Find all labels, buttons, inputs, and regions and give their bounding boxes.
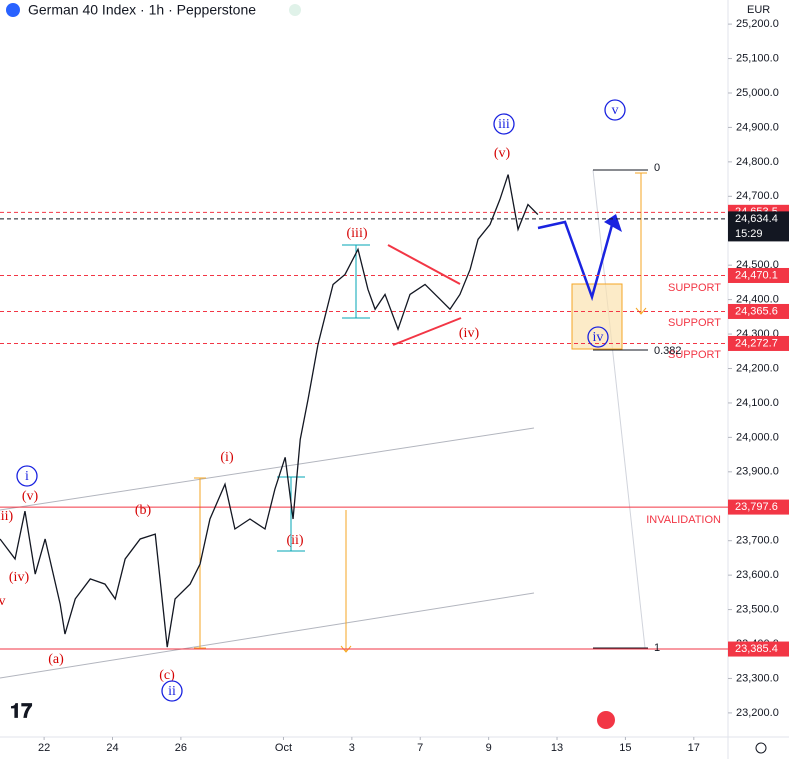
annotation: 1 bbox=[654, 642, 660, 654]
level-label: 24,272.7 bbox=[735, 337, 778, 349]
wave-circle bbox=[16, 465, 38, 487]
wave-label: (ii) bbox=[286, 533, 303, 548]
wave-label: (v) bbox=[22, 489, 39, 504]
y-tick-label: 24,000.0 bbox=[736, 431, 779, 443]
y-tick-label: 24,900.0 bbox=[736, 121, 779, 133]
y-tick-label: 23,300.0 bbox=[736, 672, 779, 684]
status-icon bbox=[289, 4, 301, 16]
wave-label: iii) bbox=[0, 509, 13, 524]
x-tick-label: 22 bbox=[38, 742, 50, 754]
x-tick-label: 9 bbox=[486, 742, 492, 754]
level-label: 24,634.4 bbox=[735, 213, 778, 225]
y-tick-label: 23,200.0 bbox=[736, 707, 779, 719]
triangle-line bbox=[392, 317, 462, 346]
x-tick-label: 13 bbox=[551, 742, 563, 754]
y-tick-label: 24,400.0 bbox=[736, 294, 779, 306]
y-tick-label: 25,000.0 bbox=[736, 87, 779, 99]
wave-label: (i) bbox=[220, 450, 234, 465]
event-icon[interactable] bbox=[597, 711, 615, 729]
y-tick-label: 23,900.0 bbox=[736, 466, 779, 478]
wave-label: iv bbox=[593, 330, 604, 345]
level-label: 23,385.4 bbox=[735, 643, 778, 655]
wave-label: (iii) bbox=[347, 226, 368, 241]
annotation: 0 bbox=[654, 162, 660, 174]
x-tick-label: Oct bbox=[275, 742, 292, 754]
level-badge bbox=[728, 267, 789, 283]
annotation: SUPPORT bbox=[668, 349, 721, 361]
x-tick-label: 7 bbox=[417, 742, 423, 754]
cyan-measures bbox=[277, 244, 370, 552]
level-time-label: 15:29 bbox=[735, 228, 763, 240]
wave-label: v bbox=[0, 594, 6, 609]
wave-circle bbox=[604, 99, 626, 121]
settings-icon[interactable] bbox=[755, 742, 767, 754]
wave-label: ii bbox=[168, 684, 176, 699]
level-label: 24,470.1 bbox=[735, 269, 778, 281]
wave-label: (a) bbox=[48, 652, 64, 667]
annotation: 0.382 bbox=[654, 345, 682, 357]
level-badge bbox=[728, 211, 789, 242]
x-tick-label: 15 bbox=[619, 742, 631, 754]
wave-circle bbox=[161, 680, 183, 702]
projection-path bbox=[537, 220, 614, 302]
channel-line bbox=[0, 427, 535, 511]
wave-label: (b) bbox=[135, 503, 152, 518]
triangle-line bbox=[387, 244, 461, 285]
wave-circle bbox=[493, 113, 515, 135]
y-tick-label: 23,600.0 bbox=[736, 569, 779, 581]
level-badge bbox=[728, 499, 789, 515]
x-tick-label: 24 bbox=[106, 742, 118, 754]
x-tick-label: 3 bbox=[349, 742, 355, 754]
y-tick-label: 23,700.0 bbox=[736, 535, 779, 547]
wave-label: i bbox=[25, 469, 29, 484]
price-line bbox=[0, 174, 539, 648]
x-tick-label: 17 bbox=[688, 742, 700, 754]
wave-label: (v) bbox=[494, 146, 511, 161]
y-tick-label: 24,800.0 bbox=[736, 156, 779, 168]
target-box bbox=[571, 283, 623, 350]
wave-label: (iv) bbox=[9, 570, 30, 585]
wave-label: v bbox=[612, 103, 619, 118]
annotation: SUPPORT bbox=[668, 282, 721, 294]
fib-trend-line bbox=[592, 169, 646, 649]
wave-label: (iv) bbox=[459, 326, 480, 341]
level-label: 23,797.6 bbox=[735, 501, 778, 513]
annotation: SUPPORT bbox=[668, 317, 721, 329]
channel-line bbox=[0, 592, 535, 679]
y-tick-label: 24,200.0 bbox=[736, 362, 779, 374]
level-badge bbox=[728, 641, 789, 657]
level-label: 24,365.6 bbox=[735, 305, 778, 317]
wave-circle bbox=[587, 326, 609, 348]
wave-label: (c) bbox=[159, 668, 175, 683]
y-tick-label: 24,100.0 bbox=[736, 397, 779, 409]
y-tick-label: 25,200.0 bbox=[736, 18, 779, 30]
symbol-icon bbox=[6, 3, 20, 17]
y-tick-label: 24,700.0 bbox=[736, 190, 779, 202]
level-badge bbox=[728, 303, 789, 319]
wave-label: iii bbox=[498, 117, 510, 132]
level-badge bbox=[728, 335, 789, 351]
logo: 𝟏𝟕 bbox=[10, 700, 32, 722]
y-tick-label: 23,500.0 bbox=[736, 603, 779, 615]
chart-title: German 40 Index · 1h · Pepperstone bbox=[28, 2, 256, 18]
annotation: INVALIDATION bbox=[646, 514, 721, 526]
x-tick-label: 26 bbox=[175, 742, 187, 754]
currency-label: EUR bbox=[747, 4, 770, 16]
y-tick-label: 25,100.0 bbox=[736, 52, 779, 64]
